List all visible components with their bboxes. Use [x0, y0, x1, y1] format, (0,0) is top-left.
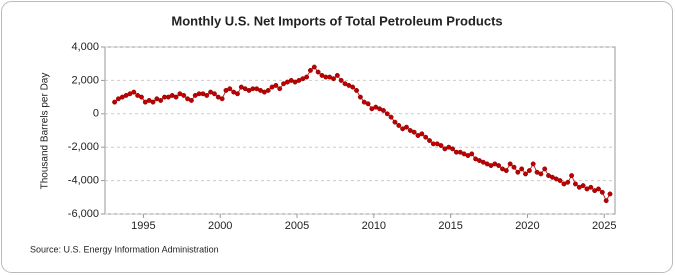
data-point	[526, 168, 532, 174]
data-point	[173, 94, 179, 100]
data-point	[308, 67, 313, 73]
y-tick-label: -6,000	[68, 208, 99, 220]
y-axis-label: Thousand Barrels per Day	[40, 73, 51, 190]
data-point	[181, 92, 187, 98]
x-tick-label: 2025	[592, 220, 616, 232]
data-point	[411, 129, 417, 135]
data-point	[503, 168, 509, 174]
data-point	[588, 184, 594, 190]
data-point	[557, 178, 563, 184]
data-point	[603, 198, 609, 204]
data-point	[131, 89, 137, 95]
data-point	[227, 86, 233, 92]
data-point	[219, 96, 225, 102]
y-tick-label: -4,000	[68, 175, 99, 187]
data-point	[315, 69, 321, 75]
y-tick-label: -2,000	[68, 141, 99, 153]
data-point	[273, 82, 279, 88]
data-point	[112, 99, 118, 105]
data-point	[365, 101, 371, 107]
data-point	[419, 131, 425, 137]
data-point	[438, 143, 444, 148]
data-point	[158, 97, 164, 103]
data-point	[388, 114, 394, 120]
data-point	[350, 84, 356, 90]
x-tick-label: 2000	[208, 220, 232, 232]
data-point	[530, 161, 536, 167]
data-point	[515, 169, 521, 175]
data-point	[354, 87, 359, 93]
data-point	[507, 161, 513, 167]
data-point	[580, 183, 586, 189]
data-point	[427, 138, 432, 143]
data-point	[599, 189, 605, 195]
y-tick-label: 0	[93, 108, 99, 120]
data-point	[511, 164, 517, 170]
data-point	[396, 123, 402, 128]
data-point	[523, 171, 528, 177]
data-point	[139, 94, 144, 100]
data-point	[277, 86, 283, 92]
data-point	[357, 94, 363, 100]
data-point	[204, 92, 210, 98]
data-point	[150, 99, 156, 105]
chart-title: Monthly U.S. Net Imports of Total Petrol…	[171, 13, 502, 28]
data-point	[338, 77, 344, 83]
data-point	[572, 181, 578, 187]
x-tick-label: 1995	[131, 220, 155, 232]
data-point	[334, 72, 340, 78]
x-tick-label: 2010	[362, 220, 386, 232]
data-point	[596, 186, 601, 192]
data-point	[607, 191, 613, 197]
x-tick-label: 2020	[515, 220, 539, 232]
data-point	[542, 166, 548, 172]
data-point	[423, 134, 429, 140]
x-tick-label: 2005	[285, 220, 309, 232]
data-point	[311, 64, 317, 70]
data-point	[265, 87, 271, 93]
plot-area	[104, 46, 616, 215]
x-tick-label: 2015	[438, 220, 462, 232]
data-point	[384, 111, 390, 117]
source-note: Source: U.S. Energy Information Administ…	[30, 244, 219, 254]
data-point	[538, 171, 544, 177]
data-point	[392, 119, 398, 125]
data-point	[235, 91, 240, 97]
data-point	[212, 91, 217, 97]
data-point	[450, 146, 456, 152]
data-point	[380, 108, 386, 113]
data-point	[569, 173, 575, 179]
data-point	[404, 124, 409, 130]
data-point	[519, 166, 525, 172]
data-point	[496, 163, 502, 169]
data-point	[188, 97, 194, 103]
y-tick-label: 4,000	[71, 41, 99, 53]
data-point	[565, 179, 571, 185]
data-point	[304, 74, 310, 80]
data-point	[331, 76, 336, 82]
data-point	[469, 151, 475, 157]
y-tick-label: 2,000	[71, 74, 99, 86]
